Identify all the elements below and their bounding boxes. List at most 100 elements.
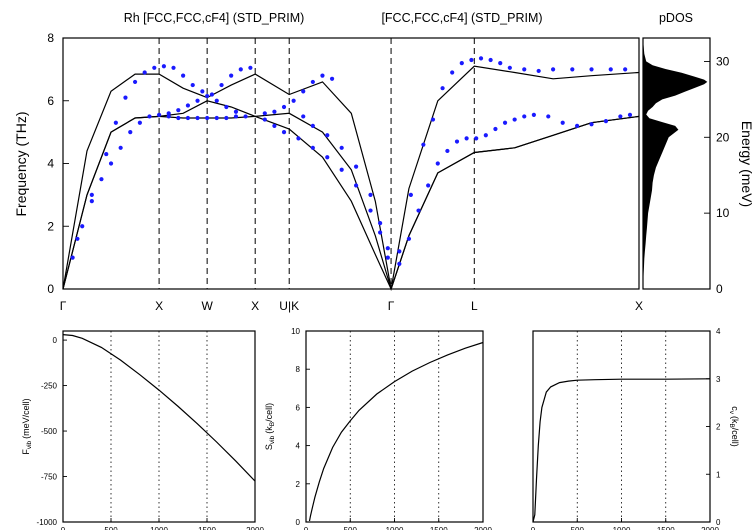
y-tick-label: 4 <box>716 327 721 336</box>
thermo-panel-free-energy: 05001000150020000-250-500-750-1000Temper… <box>21 330 264 530</box>
measured-point <box>132 79 138 85</box>
y-axis-label-subscript: vib <box>269 435 276 444</box>
measured-point <box>502 120 508 125</box>
x-tick-label: 500 <box>104 526 118 530</box>
x-tick-label: 1500 <box>198 526 216 530</box>
y-axis-label: cv(kB/cell) <box>728 406 740 447</box>
measured-point <box>176 115 181 121</box>
measured-point <box>440 86 445 91</box>
y-axis-label-unit-tail: /cell) <box>264 403 274 422</box>
energy-tick-label: 0 <box>716 282 723 296</box>
measured-point <box>281 130 287 135</box>
measured-point <box>397 261 402 266</box>
x-tick-label: 0 <box>61 526 66 530</box>
measured-point <box>262 111 267 116</box>
measured-point <box>195 115 200 121</box>
thermo-curve <box>308 341 484 522</box>
dos-frame <box>642 37 711 290</box>
thermo-curve <box>62 334 256 482</box>
energy-tick-label: 20 <box>716 130 730 144</box>
measured-point <box>181 73 186 78</box>
measured-point <box>80 224 85 229</box>
measured-point <box>142 70 147 75</box>
energy-tick-label: 10 <box>716 206 730 220</box>
x-tick-label: 2000 <box>246 526 264 530</box>
measured-point <box>522 67 527 72</box>
y-axis-label-symbol: F <box>21 449 31 455</box>
measured-point <box>493 126 498 132</box>
measured-point <box>104 151 109 157</box>
y-tick-label: 3 <box>716 375 721 384</box>
measured-point <box>310 79 315 85</box>
y-axis-label-symbol: c <box>730 406 740 411</box>
measured-point <box>147 114 152 119</box>
measured-point <box>408 192 413 197</box>
measured-point <box>243 114 248 119</box>
measured-point <box>214 115 219 121</box>
measured-point <box>233 109 239 114</box>
measured-point <box>378 221 383 226</box>
measured-point <box>205 115 210 121</box>
measured-point <box>214 98 219 103</box>
thermo-panel-entropy: 05001000150020000246810Temperature (K)Sv… <box>264 327 492 530</box>
measured-point <box>229 73 234 78</box>
path-label: U|K <box>279 299 299 313</box>
path-label: L <box>471 299 478 313</box>
measured-point <box>176 108 181 113</box>
calculated-branch <box>62 100 640 291</box>
measured-point <box>310 123 315 128</box>
measured-point <box>454 139 460 144</box>
measured-point <box>353 164 359 169</box>
y-tick-label: 0 <box>47 282 54 296</box>
measured-point <box>325 133 330 138</box>
measured-point <box>589 122 594 127</box>
x-tick-label: 500 <box>344 526 358 530</box>
x-tick-label: 0 <box>304 526 309 530</box>
thermo-frame <box>62 330 256 523</box>
y-axis-label-unit-subscript: B <box>269 422 276 426</box>
measured-point <box>195 98 200 103</box>
dos-panel: 0 10 20 30 <box>642 37 730 296</box>
measured-point <box>406 236 412 241</box>
measured-point <box>137 120 142 125</box>
measured-point <box>570 67 575 72</box>
x-tick-label: 500 <box>571 526 585 530</box>
measured-point <box>156 112 162 117</box>
measured-point <box>128 130 133 135</box>
measured-point <box>464 136 469 141</box>
measured-point <box>301 114 306 119</box>
measured-point <box>200 89 205 94</box>
y-axis-label: Fvib(meV/cell) <box>21 398 33 454</box>
measured-point <box>618 114 623 119</box>
measured-point <box>488 57 493 63</box>
measured-point <box>325 155 330 160</box>
measured-point <box>89 199 94 204</box>
measured-point <box>224 115 229 121</box>
measured-point <box>272 109 277 114</box>
measured-point <box>296 136 301 141</box>
y-tick-label: 0 <box>296 518 301 527</box>
path-label: X <box>251 299 259 313</box>
measured-point <box>205 93 210 99</box>
measured-point <box>118 145 123 150</box>
measured-point <box>152 65 157 70</box>
calculated-branch <box>62 65 640 290</box>
measured-point <box>445 148 450 154</box>
y-axis-label-unit: (k <box>730 416 740 424</box>
y-tick-label: 10 <box>291 327 300 336</box>
y-axis-label-unit: (meV/cell) <box>21 398 31 439</box>
disp-ylabel: Frequency (THz) <box>13 111 29 216</box>
measured-point <box>310 145 315 150</box>
y-tick-label: -500 <box>41 427 58 436</box>
measured-point <box>320 73 325 78</box>
y-axis-label-unit-subscript: B <box>728 423 735 427</box>
measured-point <box>627 112 633 117</box>
measured-point <box>238 67 243 72</box>
measured-point <box>378 230 383 235</box>
path-label: Γ <box>60 299 67 313</box>
x-tick-label: 2000 <box>701 526 719 530</box>
measured-point <box>522 114 527 119</box>
measured-point <box>281 104 287 110</box>
measured-point <box>474 136 479 141</box>
